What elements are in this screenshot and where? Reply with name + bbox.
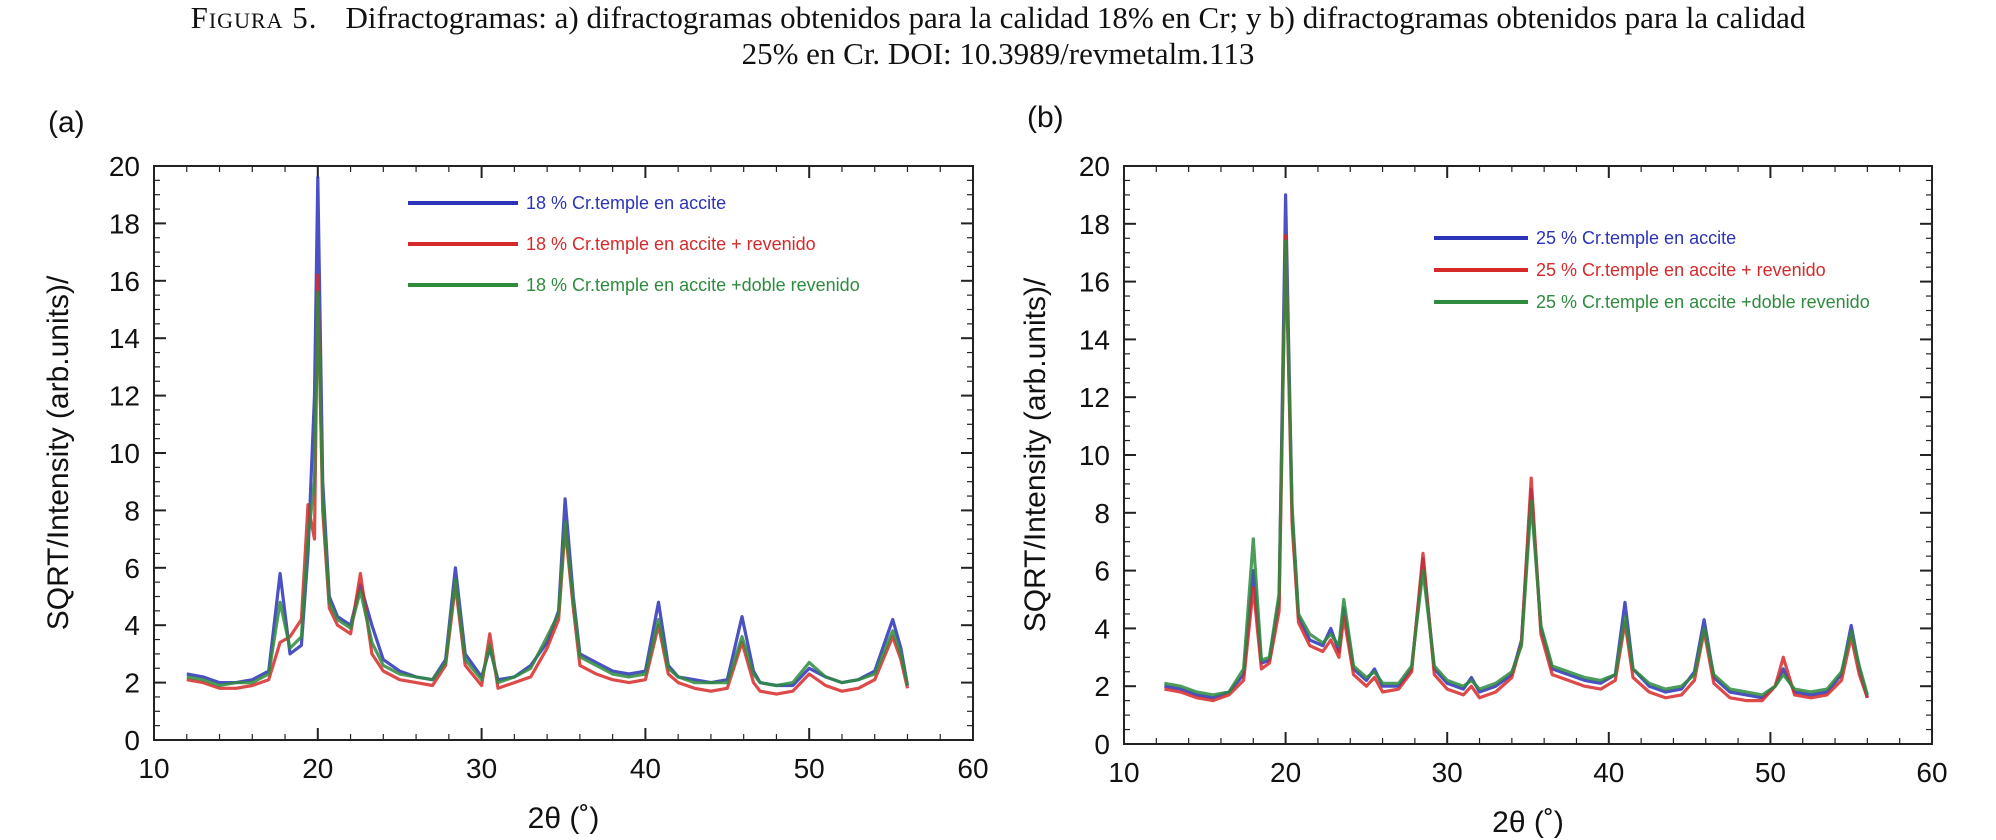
y-tick-label: 4 [1094,613,1110,644]
y-tick-label: 14 [109,323,140,354]
y-tick-label: 0 [124,725,140,756]
y-tick-label: 2 [124,668,140,699]
x-tick-label: 10 [138,753,169,784]
x-tick-label: 20 [302,753,333,784]
y-tick-label: 20 [1079,151,1110,182]
caption-line-2: 25% en Cr. DOI: 10.3989/revmetalm.113 [741,36,1255,71]
y-tick-label: 6 [1094,556,1110,587]
series-line-2 [186,273,910,696]
y-tick-label: 0 [1094,729,1110,760]
x-tick-label: 60 [957,753,988,784]
caption-text-1: Difractogramas: a) difractogramas obteni… [345,0,1806,35]
y-tick-label: 16 [1079,267,1110,298]
x-tick-label: 30 [466,753,497,784]
legend-label: 18 % Cr.temple en accite + revenido [526,234,816,254]
chart-panel-a: (a) 0 2 4 6 8 10 12 14 16 18 20 10 20 30 40 50 60 2θ (˚) SQ… [42,106,989,835]
y-tick-label: 2 [1094,671,1110,702]
y-tick-label: 18 [109,208,140,239]
legend-label: 25 % Cr.temple en accite +doble revenido [1536,292,1870,312]
legend-label: 25 % Cr.temple en accite + revenido [1536,260,1826,280]
y-tick-label: 18 [1079,209,1110,240]
series-line-3 [1164,239,1869,697]
legend-label: 25 % Cr.temple en accite [1536,228,1736,248]
y-tick-label: 6 [124,553,140,584]
caption-line-1: Figura 5. Difractogramas: a) difractogram… [0,0,1996,36]
x-tick-label: 40 [1593,757,1624,788]
y-tick-label: 16 [109,266,140,297]
chart-panel-b: (b) 0 2 4 6 8 10 12 14 16 18 20 10 20 30 40 50 60 2θ (˚) SQ… [1019,101,1948,839]
figure-caption: Figura 5. Difractogramas: a) difractogram… [0,0,1996,72]
y-tick-label: 4 [124,610,140,641]
x-tick-label: 60 [1916,757,1947,788]
x-tick-label: 20 [1270,757,1301,788]
y-tick-label: 10 [1079,440,1110,471]
x-axis-title: 2θ (˚) [528,802,600,835]
x-axis-title: 2θ (˚) [1492,806,1564,839]
x-tick-label: 10 [1108,757,1139,788]
y-tick-label: 12 [109,381,140,412]
panel-label: (a) [48,106,85,139]
x-tick-label: 50 [794,753,825,784]
y-tick-label: 8 [1094,498,1110,529]
x-tick-label: 50 [1755,757,1786,788]
y-tick-label: 14 [1079,324,1110,355]
legend-label: 18 % Cr.temple en accite [526,193,726,213]
y-tick-label: 8 [124,495,140,526]
y-axis-title: SQRT/Intensity (arb.units)/ [1019,277,1052,632]
legend-label: 18 % Cr.temple en accite +doble revenido [526,275,860,295]
y-axis-title: SQRT/Intensity (arb.units)/ [42,275,75,630]
panel-label: (b) [1027,101,1064,134]
x-tick-label: 40 [630,753,661,784]
series-line-3 [186,290,910,688]
y-tick-label: 12 [1079,382,1110,413]
caption-figure-label: Figura 5. [190,0,318,35]
y-tick-label: 20 [109,151,140,182]
x-tick-label: 30 [1432,757,1463,788]
y-tick-label: 10 [109,438,140,469]
